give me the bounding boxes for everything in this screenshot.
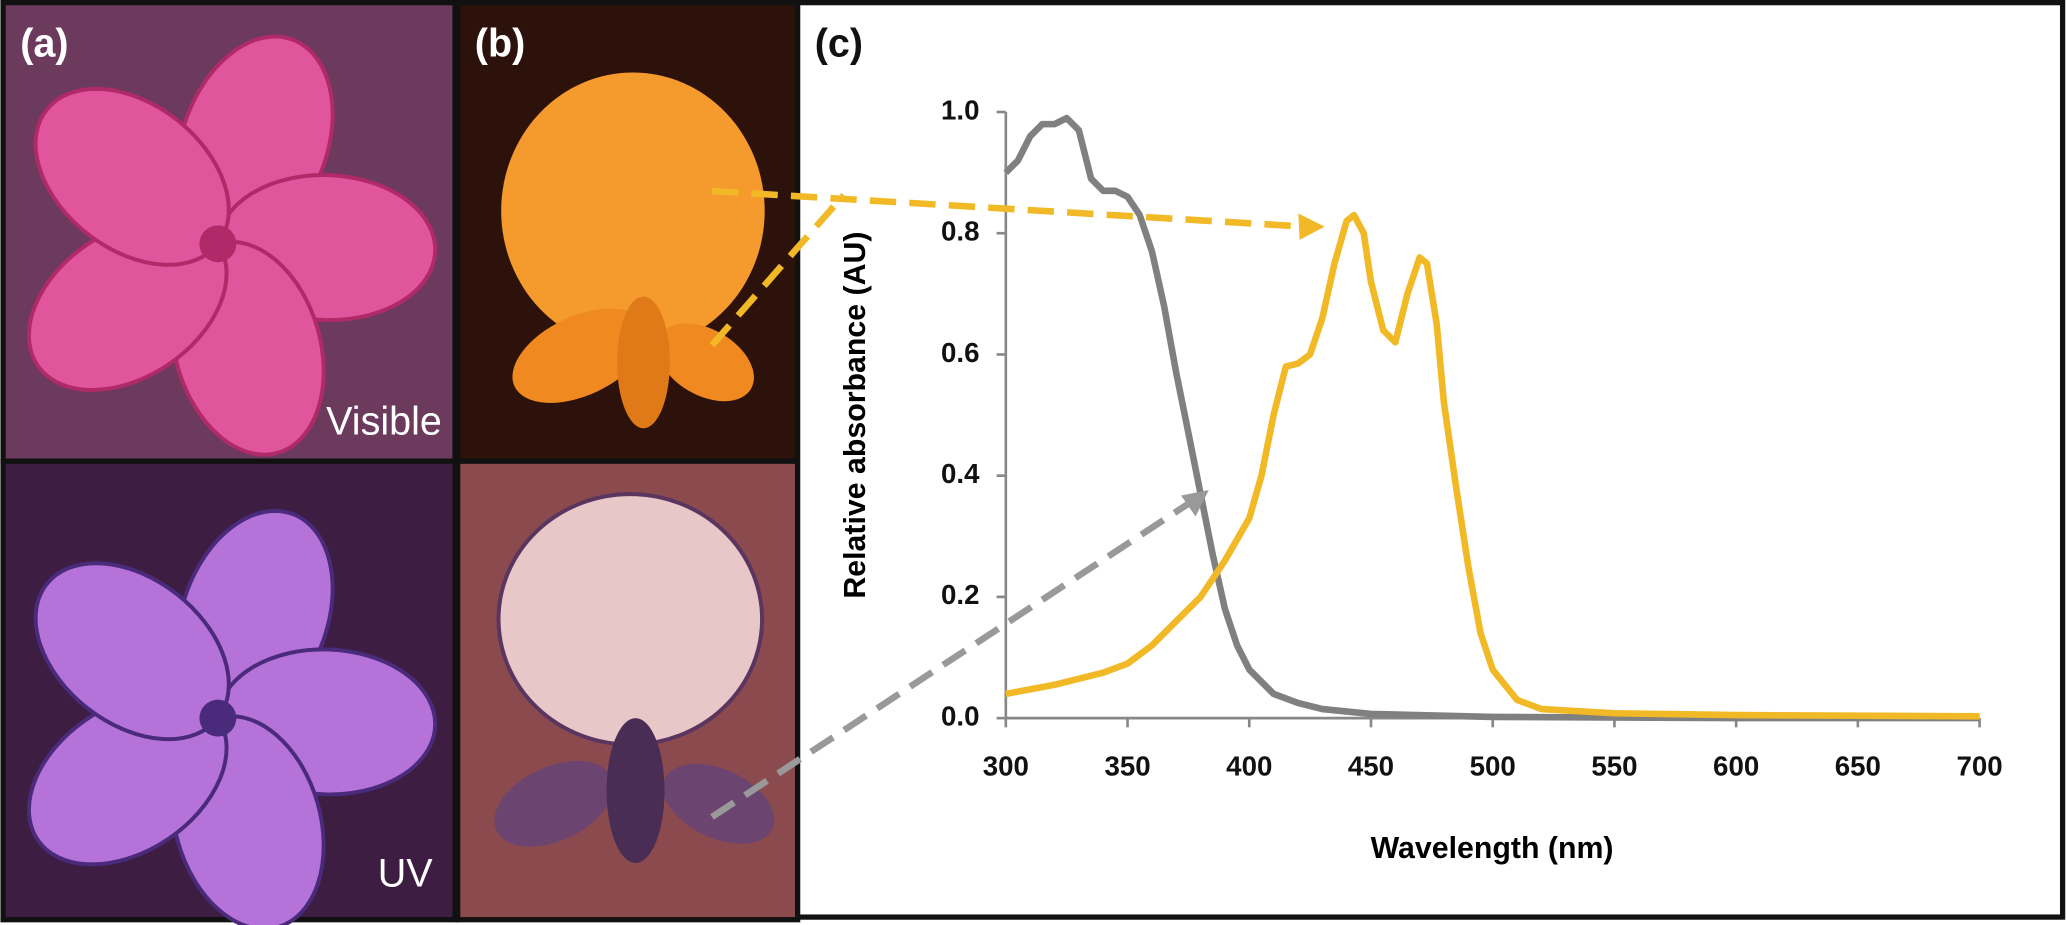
petal <box>656 323 754 402</box>
panel-label: (c) <box>815 22 863 66</box>
y-tick-label: 0.2 <box>941 579 979 610</box>
y-tick-label: 0.0 <box>941 700 979 731</box>
arrowhead <box>1298 213 1325 240</box>
y-tick-label: 1.0 <box>941 94 979 125</box>
plot: 0.0 0.2 0.4 0.6 0.8 1.0 300 350 400 450 500 550 600 6… <box>941 94 2003 781</box>
series-line <box>1003 114 1980 722</box>
petal <box>512 308 648 403</box>
series-line <box>1005 211 1980 720</box>
arrows <box>709 187 1325 820</box>
petal <box>496 492 765 747</box>
arrowhead <box>1181 490 1209 517</box>
x-tick-label: 350 <box>1104 751 1150 782</box>
y-tick-label: 0.8 <box>941 216 979 247</box>
petal <box>617 296 670 429</box>
panel-label: (b) <box>475 22 525 66</box>
x-tick-label: 300 <box>983 751 1029 782</box>
flower-center <box>199 699 237 737</box>
flower-center <box>199 225 237 263</box>
y-tick-label: 0.4 <box>941 458 980 489</box>
x-axis-label: Wavelength (nm) <box>1371 832 1614 865</box>
x-tick-label: 700 <box>1957 751 2003 782</box>
x-tick-label: 650 <box>1835 751 1881 782</box>
arrow <box>709 192 847 348</box>
arrow <box>710 497 1195 820</box>
chart-frame <box>795 0 2066 920</box>
petal <box>501 72 765 350</box>
y-axis-label: Relative absorbance (AU) <box>839 232 872 599</box>
x-tick-label: 400 <box>1226 751 1272 782</box>
petal <box>494 760 614 847</box>
x-tick-label: 450 <box>1348 751 1394 782</box>
x-tick-label: 500 <box>1470 751 1516 782</box>
petal <box>662 763 775 844</box>
arrow <box>711 187 1306 230</box>
flowers <box>26 34 775 925</box>
x-tick-label: 550 <box>1591 751 1637 782</box>
petal <box>606 718 665 864</box>
x-tick-label: 600 <box>1713 751 1759 782</box>
panel-label: (a) <box>20 22 68 66</box>
photo-caption: Visible <box>326 400 442 444</box>
y-tick-label: 0.6 <box>941 337 979 368</box>
photo-caption: UV <box>378 852 434 896</box>
